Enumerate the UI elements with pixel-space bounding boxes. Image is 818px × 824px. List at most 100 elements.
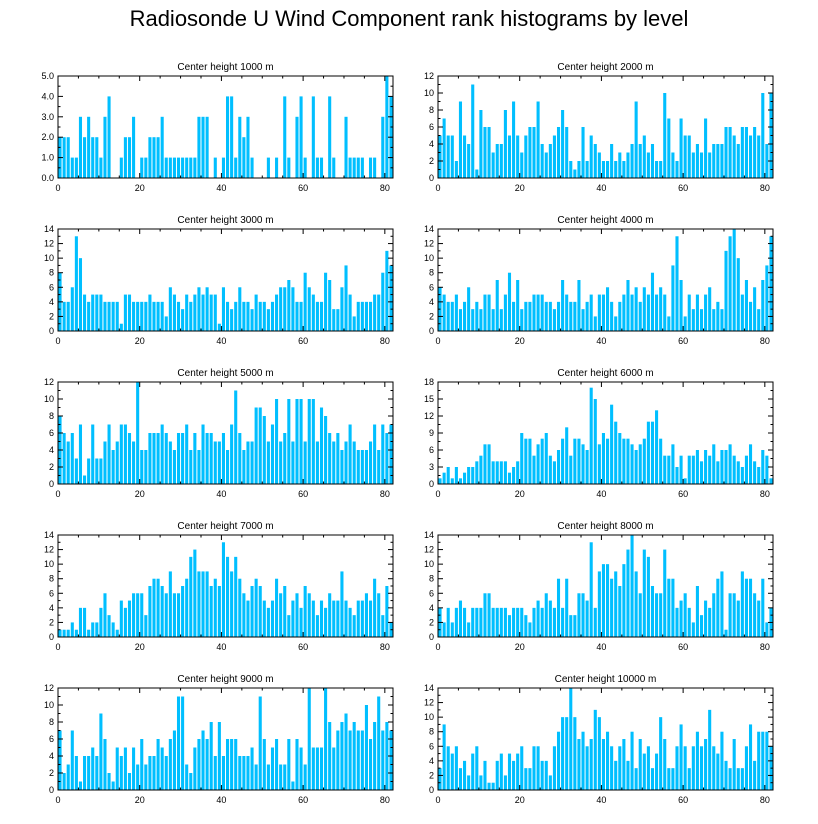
bar	[704, 118, 708, 178]
bar	[748, 578, 753, 637]
bar	[324, 688, 328, 790]
bar	[524, 135, 528, 178]
bar	[377, 696, 381, 790]
bar	[475, 607, 479, 637]
bar	[58, 730, 62, 790]
bar	[503, 110, 507, 178]
bar	[528, 301, 532, 331]
bar	[91, 137, 95, 178]
bar	[95, 756, 99, 790]
bar	[581, 127, 585, 178]
bar	[176, 157, 181, 178]
bar	[606, 287, 610, 331]
bar	[168, 157, 172, 178]
bar	[675, 467, 679, 484]
bar	[720, 731, 724, 790]
bar	[364, 705, 368, 790]
bar	[638, 301, 642, 331]
bar	[185, 424, 189, 484]
y-tick-label: 5.0	[41, 71, 54, 81]
bar	[336, 433, 340, 484]
x-tick-label: 20	[515, 336, 525, 346]
bar	[315, 157, 319, 178]
y-tick-label: 2	[49, 311, 54, 321]
bar	[148, 433, 152, 484]
bar	[650, 272, 655, 331]
bar	[144, 301, 148, 331]
bar	[716, 578, 720, 637]
bar	[103, 301, 107, 331]
bar	[238, 433, 242, 484]
y-tick-label: 14	[424, 683, 434, 693]
bar	[74, 458, 78, 484]
bar	[593, 399, 597, 484]
bar	[107, 615, 111, 637]
bar	[646, 556, 650, 637]
panel-title: Center height 9000 m	[177, 674, 273, 685]
bar	[495, 760, 499, 790]
bar	[748, 301, 753, 331]
bar	[748, 724, 753, 790]
bar	[115, 629, 119, 637]
x-tick-label: 80	[760, 489, 770, 499]
bar	[552, 746, 556, 790]
bar	[503, 607, 507, 637]
bar	[148, 294, 152, 331]
bar	[630, 144, 634, 178]
panel-title: Center height 2000 m	[557, 62, 653, 73]
bar	[732, 593, 736, 637]
bar	[152, 433, 156, 484]
bar	[115, 441, 119, 484]
bar	[458, 309, 463, 331]
y-tick-label: 3.0	[41, 112, 54, 122]
y-tick-label: 2	[49, 768, 54, 778]
bar	[732, 739, 736, 790]
bar	[491, 461, 495, 484]
bar	[761, 93, 765, 178]
x-tick-label: 20	[515, 489, 525, 499]
bar	[667, 316, 671, 331]
bar	[111, 450, 115, 484]
bar	[201, 116, 205, 178]
bar	[618, 433, 622, 484]
x-tick-label: 0	[435, 183, 440, 193]
bar	[483, 294, 487, 331]
panel-title: Center height 4000 m	[557, 215, 653, 226]
bar	[226, 96, 230, 178]
bar	[442, 472, 446, 484]
bar	[283, 433, 287, 484]
bar	[724, 127, 728, 178]
bar	[373, 294, 377, 331]
x-tick-label: 40	[596, 795, 606, 805]
bar	[483, 593, 487, 637]
bar	[307, 287, 311, 331]
bar	[695, 144, 699, 178]
bar	[111, 301, 115, 331]
bar	[507, 472, 512, 484]
y-tick-label: 0.0	[41, 173, 54, 183]
bar	[512, 607, 516, 637]
bar	[720, 309, 724, 331]
bar	[683, 746, 687, 790]
bar	[471, 607, 475, 637]
bar	[483, 127, 487, 178]
bar	[487, 127, 491, 178]
bar	[634, 450, 638, 484]
bar	[295, 301, 299, 331]
bar	[622, 161, 626, 178]
bar	[78, 258, 83, 331]
bar	[650, 144, 655, 178]
bar	[381, 615, 385, 637]
panel-7: Center height 7000 m 0 20 40 60 80 0 2 4 6 8 10 12 14	[44, 521, 394, 652]
bar	[275, 157, 279, 178]
y-tick-label: 2	[49, 617, 54, 627]
bar	[442, 294, 446, 331]
bar	[712, 444, 716, 484]
bar	[209, 294, 213, 331]
bar	[348, 294, 352, 331]
bar	[140, 301, 144, 331]
bar	[548, 455, 552, 484]
y-tick-label: 0	[49, 326, 54, 336]
bar	[336, 600, 340, 637]
bar	[691, 622, 695, 637]
